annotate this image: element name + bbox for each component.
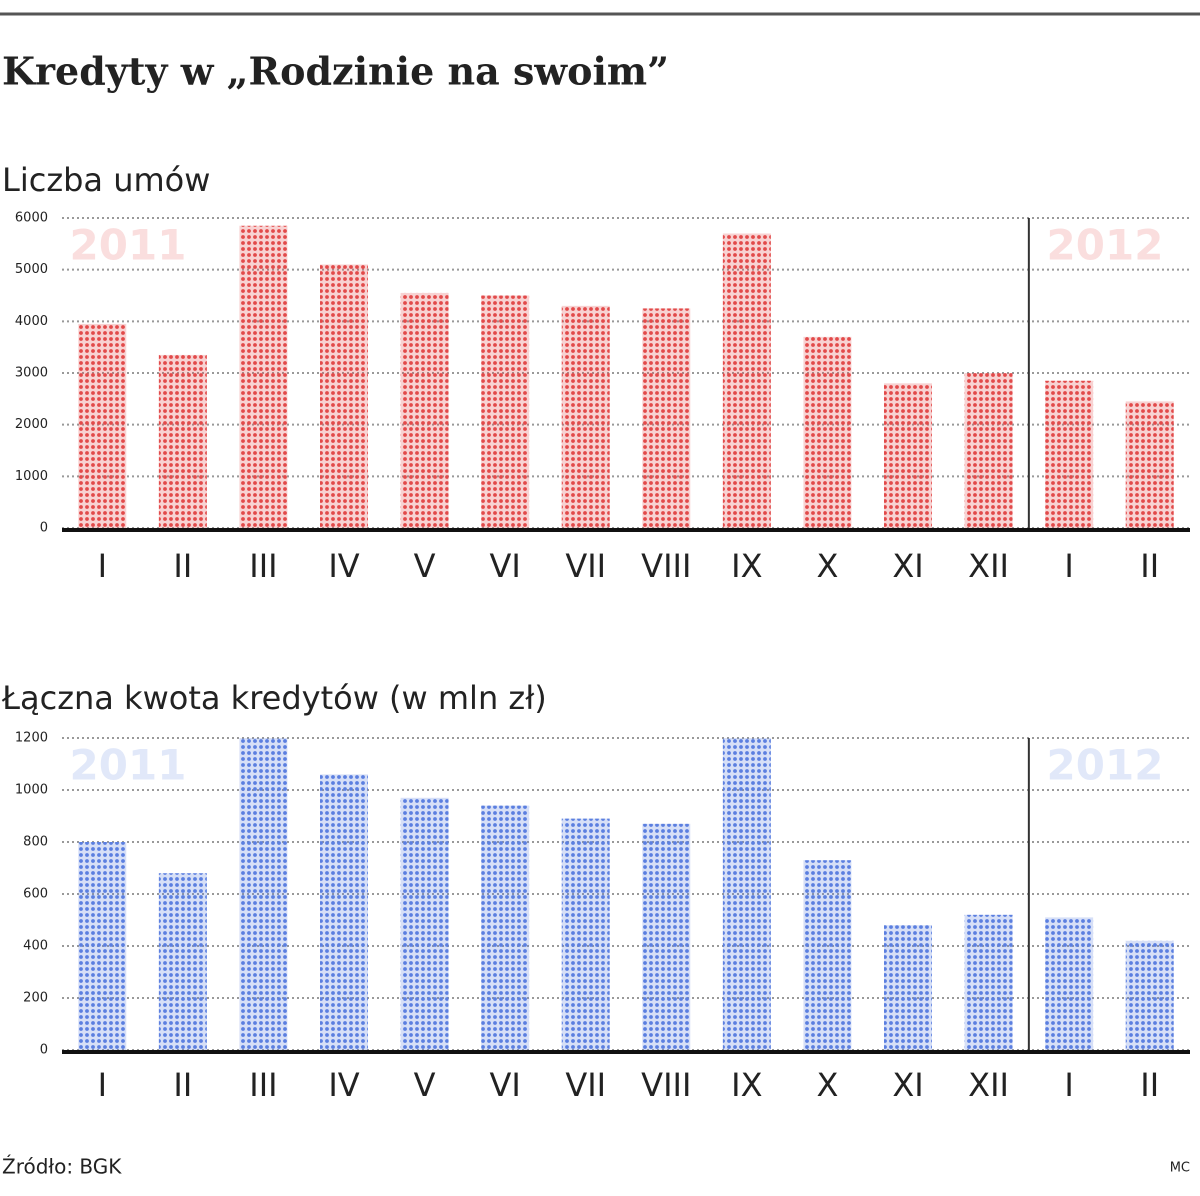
x-tick-label: VI — [489, 1066, 520, 1104]
x-tick-label: XII — [968, 547, 1009, 585]
y-tick-label: 400 — [23, 939, 48, 954]
x-tick-label: IV — [328, 1066, 359, 1104]
y-tick-label: 0 — [40, 1043, 48, 1058]
x-tick-label: V — [414, 547, 436, 585]
x-tick-label: IX — [731, 1066, 762, 1104]
x-tick-label: X — [816, 547, 838, 585]
x-tick-label: X — [816, 1066, 838, 1104]
x-tick-label: V — [414, 1066, 436, 1104]
bar — [803, 860, 852, 1050]
x-tick-label: I — [98, 1066, 107, 1104]
bar — [1125, 401, 1174, 528]
y-tick-label: 1000 — [15, 469, 48, 484]
bar — [803, 336, 852, 528]
bar — [642, 823, 691, 1050]
bar — [158, 354, 207, 528]
y-tick-label: 800 — [23, 835, 48, 850]
bar — [320, 264, 368, 528]
bar — [400, 797, 449, 1050]
y-tick-label: 4000 — [15, 314, 48, 329]
x-tick-label: IV — [328, 547, 359, 585]
bar — [964, 914, 1013, 1050]
x-tick-label: VIII — [641, 1066, 691, 1104]
year-label: 2012 — [1047, 741, 1164, 790]
x-tick-label: II — [173, 547, 192, 585]
bar — [561, 305, 610, 528]
x-tick-label: IX — [731, 547, 762, 585]
x-tick-label: III — [249, 547, 277, 585]
y-tick-label: 5000 — [15, 262, 48, 277]
bar — [78, 842, 127, 1050]
bar — [1125, 940, 1174, 1050]
x-tick-label: VII — [565, 547, 606, 585]
source: Źródło: BGK — [2, 1155, 122, 1179]
bar — [158, 873, 207, 1050]
y-tick-label: 1000 — [15, 783, 48, 798]
y-tick-label: 0 — [40, 521, 48, 536]
x-tick-label: II — [1140, 1066, 1159, 1104]
y-tick-label: 1200 — [15, 731, 48, 746]
x-tick-label: VII — [565, 1066, 606, 1104]
bar — [561, 818, 610, 1050]
bar — [400, 292, 449, 528]
bar — [964, 373, 1013, 528]
x-tick-label: III — [249, 1066, 277, 1104]
year-label: 2012 — [1047, 221, 1164, 270]
x-tick-label: XI — [892, 547, 923, 585]
bar — [481, 295, 530, 528]
x-tick-label: I — [1064, 1066, 1073, 1104]
chart-subtitle: Łączna kwota kredytów (w mln zł) — [1, 679, 547, 717]
x-tick-label: I — [98, 547, 107, 585]
bar — [884, 383, 932, 528]
bar — [642, 308, 691, 528]
y-tick-label: 6000 — [15, 211, 48, 226]
bar — [239, 738, 288, 1050]
x-tick-label: XII — [968, 1066, 1009, 1104]
bar — [481, 805, 530, 1050]
x-tick-label: I — [1064, 547, 1073, 585]
bar — [320, 774, 368, 1050]
year-label: 2011 — [70, 741, 187, 790]
x-tick-label: II — [1140, 547, 1159, 585]
bar — [722, 738, 771, 1050]
y-tick-label: 600 — [23, 887, 48, 902]
y-tick-label: 3000 — [15, 366, 48, 381]
bar — [722, 233, 771, 528]
chart-subtitle: Liczba umów — [2, 161, 210, 199]
x-tick-label: VIII — [641, 547, 691, 585]
year-label: 2011 — [70, 221, 187, 270]
bar — [884, 925, 932, 1050]
bar — [1045, 380, 1094, 528]
title: Kredyty w „Rodzinie na swoim” — [2, 49, 669, 94]
y-tick-label: 2000 — [15, 417, 48, 432]
x-tick-label: VI — [489, 547, 520, 585]
bar — [78, 323, 127, 528]
x-tick-label: II — [173, 1066, 192, 1104]
x-tick-label: XI — [892, 1066, 923, 1104]
bar — [1045, 917, 1094, 1050]
y-tick-label: 200 — [23, 991, 48, 1006]
bar — [239, 225, 288, 528]
credit: MC — [1170, 1161, 1190, 1176]
